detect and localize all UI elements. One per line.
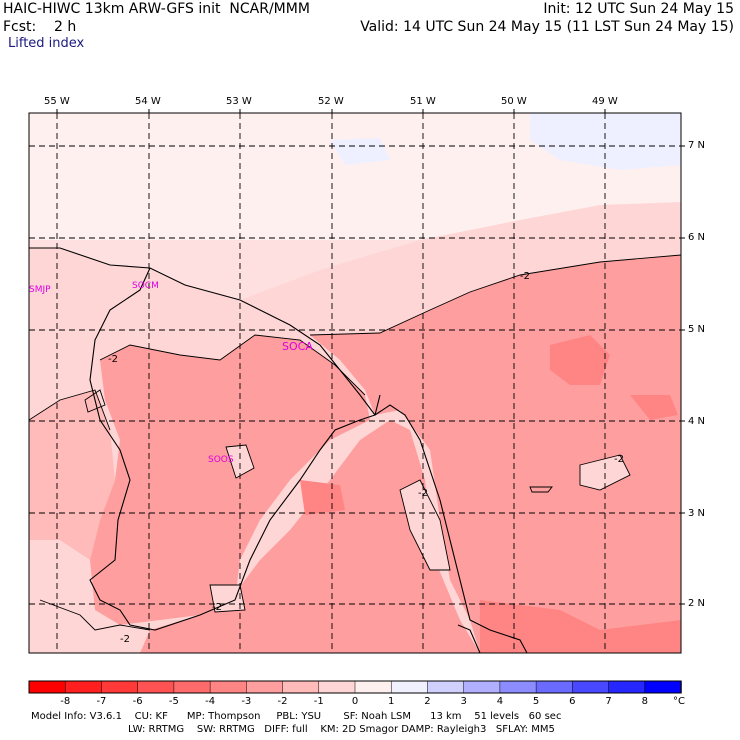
lat-label: 5 N [688,324,706,335]
lon-label: 54 W [135,96,161,107]
model-title: HAIC-HIWC 13km ARW-GFS init NCAR/MMM [3,1,310,17]
colorbar-swatch [246,680,284,694]
colorbar-label: 8 [641,696,648,707]
colorbar-label: 3 [460,696,467,707]
colorbar [28,680,682,694]
colorbar-label: -2 [277,696,288,707]
contour-line [84,389,106,413]
field-light-patch [400,480,450,570]
field-strong-patch [300,480,345,515]
field-strong-patch [630,395,678,420]
lat-label: 7 N [688,140,706,151]
border-line [374,394,381,416]
colorbar-label: -3 [241,696,252,707]
contour-label: -2 [418,488,428,499]
colorbar-label: 6 [569,696,576,707]
colorbar-swatch [64,680,103,694]
model-info-line2: LW: RRTMG SW: RRTMG DIFF: full KM: 2D Sm… [128,724,555,735]
contour-line [29,389,111,431]
contour-line [529,486,553,493]
colorbar-label: 2 [424,696,431,707]
station-label: SOCM [132,281,159,291]
colorbar-label: -8 [60,696,71,707]
contour-line [309,254,681,336]
colorbar-label: 1 [388,696,395,707]
field-strong-patch [480,600,681,653]
colorbar-label: 0 [351,696,359,707]
colorbar-swatch [173,680,211,694]
colorbar-label: 5 [532,696,540,707]
colorbar-swatch [535,680,574,694]
lon-label: 53 W [226,96,252,107]
valid-time: Valid: 14 UTC Sun 24 May 15 (11 LST Sun … [360,19,734,35]
lat-label: 6 N [688,232,706,243]
station-label: SOOS [208,455,234,465]
colorbar-swatch [608,680,646,694]
contour-line [39,599,151,631]
field-blue-patch [530,113,681,170]
field-medium-west [90,335,370,625]
contour-line [579,454,631,491]
field-strong-patch [550,335,610,385]
colorbar-swatch [28,680,66,694]
field-name: Lifted index [8,36,85,51]
contour-line [99,334,366,396]
field-blue-patch [330,138,390,165]
lat-label: 2 N [688,598,706,609]
colorbar-swatch [390,680,429,694]
colorbar-frame [28,680,682,694]
lon-label: 49 W [592,96,618,107]
colorbar-label: -4 [205,696,216,707]
border-line [89,267,376,631]
colorbar-swatch [427,680,465,694]
init-time: Init: 12 UTC Sun 24 May 15 [543,1,734,17]
contour-label: -2 [520,271,530,282]
lat-label: 4 N [688,416,706,427]
colorbar-swatch [644,680,682,694]
colorbar-unit: °C [673,696,685,707]
field-medium-south [140,420,480,653]
colorbar-label: -1 [313,696,324,707]
colorbar-swatch [137,680,175,694]
field-medium-left [29,390,115,560]
colorbar-swatch [463,680,501,694]
forecast-hour: Fcst: 2 h [3,19,77,35]
lat-label: 3 N [688,508,706,519]
map-frame [28,112,682,654]
lon-label: 51 W [410,96,436,107]
colorbar-label: -5 [168,696,179,707]
colorbar-swatch [499,680,537,694]
lon-label: 52 W [318,96,344,107]
colorbar-swatch [101,680,139,694]
contour-line [225,444,255,479]
colorbar-label: 7 [605,696,612,707]
field-light-patch [226,445,254,478]
colorbar-label: -7 [96,696,107,707]
station-label: SMJP [29,285,51,295]
contour-label: -2 [614,454,624,465]
station-label: SOCA [282,340,313,353]
coastline [457,624,481,653]
lon-label: 50 W [501,96,527,107]
model-info-line1: Model Info: V3.6.1 CU: KF MP: Thompson P… [31,711,562,722]
colorbar-swatch [209,680,248,694]
field-light-patch [210,585,245,612]
colorbar-swatch [282,680,320,694]
contour-label: -2 [212,602,222,613]
contour-line [209,584,246,613]
contour-label: -2 [120,634,130,645]
contour-line [399,479,451,571]
contour-label: -2 [108,354,118,365]
colorbar-swatch [572,680,610,694]
colorbar-swatch [318,680,356,694]
colorbar-label: 4 [496,696,504,707]
lon-label: 55 W [44,96,70,107]
coastline [29,247,528,653]
colorbar-label: -6 [132,696,143,707]
colorbar-swatch [354,680,392,694]
